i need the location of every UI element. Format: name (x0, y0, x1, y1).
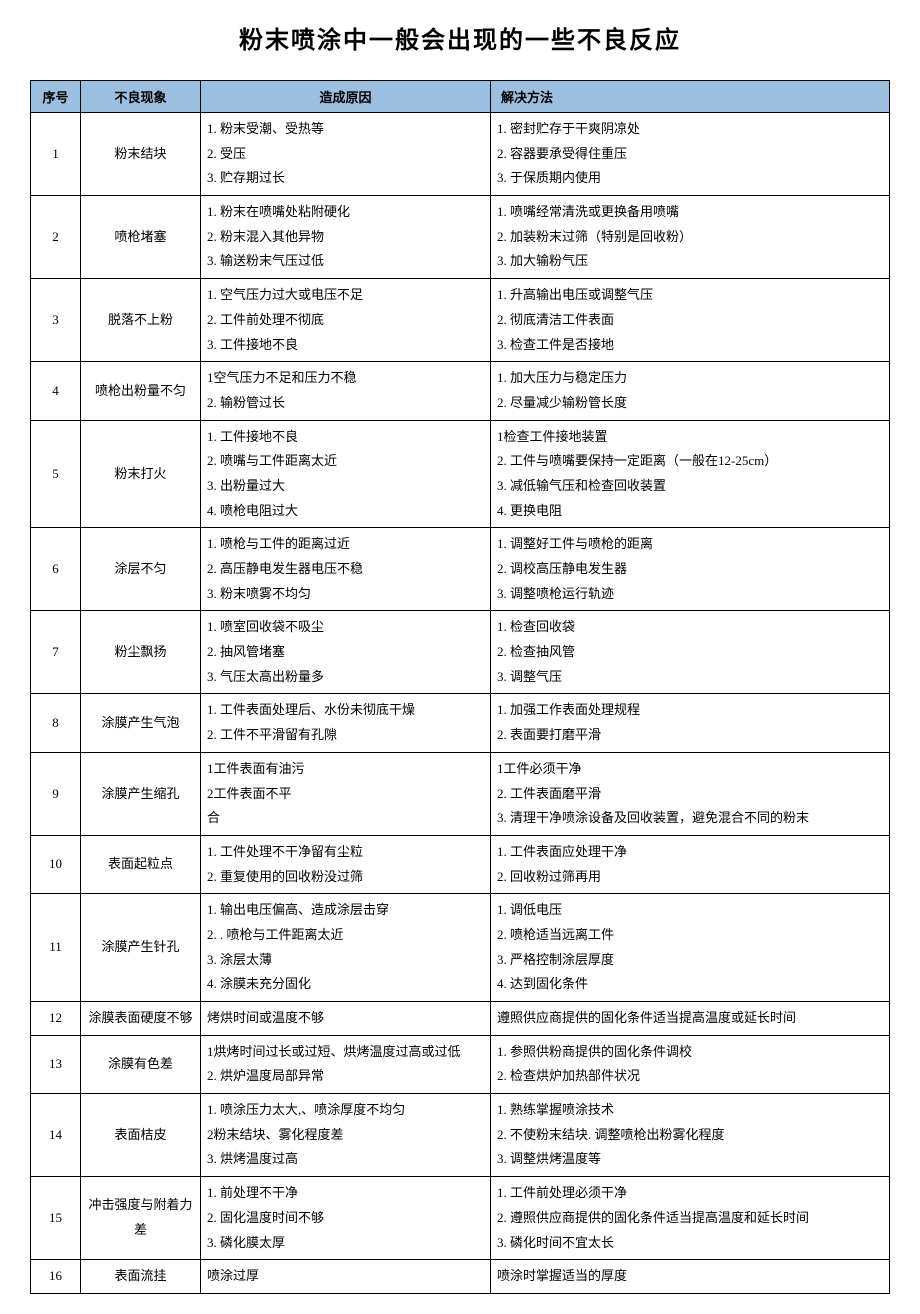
cell-cause: 1. 工件接地不良2. 喷嘴与工件距离太近3. 出粉量过大4. 喷枪电阻过大 (201, 420, 491, 528)
cell-solution: 1. 升高输出电压或调整气压2. 彻底清洁工件表面3. 检查工件是否接地 (491, 279, 890, 362)
cell-seq: 12 (31, 1002, 81, 1036)
cell-phenomenon: 涂膜有色差 (81, 1035, 201, 1093)
cell-solution: 1. 熟练掌握喷涂技术2. 不使粉末结块. 调整喷枪出粉雾化程度3. 调整烘烤温… (491, 1094, 890, 1177)
table-row: 5粉末打火1. 工件接地不良2. 喷嘴与工件距离太近3. 出粉量过大4. 喷枪电… (31, 420, 890, 528)
cell-seq: 9 (31, 752, 81, 835)
cell-seq: 13 (31, 1035, 81, 1093)
cell-phenomenon: 脱落不上粉 (81, 279, 201, 362)
cell-seq: 8 (31, 694, 81, 752)
cell-cause: 1. 空气压力过大或电压不足2. 工件前处理不彻底3. 工件接地不良 (201, 279, 491, 362)
table-row: 10表面起粒点1. 工件处理不干净留有尘粒2. 重复使用的回收粉没过筛1. 工件… (31, 835, 890, 893)
cell-cause: 烤烘时间或温度不够 (201, 1002, 491, 1036)
cell-solution: 1检查工件接地装置2. 工件与喷嘴要保持一定距离（一般在12-25cm）3. 减… (491, 420, 890, 528)
cell-seq: 6 (31, 528, 81, 611)
cell-seq: 4 (31, 362, 81, 420)
cell-seq: 15 (31, 1177, 81, 1260)
cell-phenomenon: 表面桔皮 (81, 1094, 201, 1177)
cell-seq: 10 (31, 835, 81, 893)
cell-solution: 1. 工件表面应处理干净2. 回收粉过筛再用 (491, 835, 890, 893)
defects-table: 序号 不良现象 造成原因 解决方法 1粉末结块1. 粉末受潮、受热等2. 受压3… (30, 80, 890, 1294)
table-row: 15冲击强度与附着力差1. 前处理不干净2. 固化温度时间不够3. 磷化膜太厚1… (31, 1177, 890, 1260)
cell-seq: 3 (31, 279, 81, 362)
cell-solution: 1. 参照供粉商提供的固化条件调校2. 检查烘炉加热部件状况 (491, 1035, 890, 1093)
cell-solution: 1. 检查回收袋2. 检查抽风管3. 调整气压 (491, 611, 890, 694)
page-title: 粉末喷涂中一般会出现的一些不良反应 (30, 20, 890, 55)
cell-phenomenon: 涂膜产生缩孔 (81, 752, 201, 835)
cell-cause: 1. 前处理不干净2. 固化温度时间不够3. 磷化膜太厚 (201, 1177, 491, 1260)
cell-solution: 遵照供应商提供的固化条件适当提高温度或延长时间 (491, 1002, 890, 1036)
cell-phenomenon: 喷枪堵塞 (81, 196, 201, 279)
cell-seq: 14 (31, 1094, 81, 1177)
cell-seq: 5 (31, 420, 81, 528)
cell-phenomenon: 涂层不匀 (81, 528, 201, 611)
cell-cause: 喷涂过厚 (201, 1260, 491, 1294)
table-row: 14表面桔皮1. 喷涂压力太大,、喷涂厚度不均匀2粉末结块、雾化程度差3. 烘烤… (31, 1094, 890, 1177)
cell-cause: 1. 粉末受潮、受热等2. 受压3. 贮存期过长 (201, 113, 491, 196)
cell-phenomenon: 涂膜产生气泡 (81, 694, 201, 752)
cell-solution: 1. 加大压力与稳定压力2. 尽量减少输粉管长度 (491, 362, 890, 420)
table-row: 8涂膜产生气泡1. 工件表面处理后、水份未彻底干燥2. 工件不平滑留有孔隙1. … (31, 694, 890, 752)
cell-cause: 1. 工件表面处理后、水份未彻底干燥2. 工件不平滑留有孔隙 (201, 694, 491, 752)
cell-cause: 1. 输出电压偏高、造成涂层击穿2. . 喷枪与工件距离太近3. 涂层太薄4. … (201, 894, 491, 1002)
cell-solution: 1工件必须干净2. 工件表面磨平滑3. 清理干净喷涂设备及回收装置，避免混合不同… (491, 752, 890, 835)
cell-solution: 1. 密封贮存于干爽阴凉处2. 容器要承受得住重压3. 于保质期内使用 (491, 113, 890, 196)
cell-cause: 1烘烤时间过长或过短、烘烤温度过高或过低2. 烘炉温度局部异常 (201, 1035, 491, 1093)
table-row: 4喷枪出粉量不匀1空气压力不足和压力不稳2. 输粉管过长1. 加大压力与稳定压力… (31, 362, 890, 420)
header-phenomenon: 不良现象 (81, 81, 201, 113)
table-header-row: 序号 不良现象 造成原因 解决方法 (31, 81, 890, 113)
cell-phenomenon: 涂膜表面硬度不够 (81, 1002, 201, 1036)
cell-cause: 1工件表面有油污2工件表面不平合 (201, 752, 491, 835)
cell-phenomenon: 粉尘飘扬 (81, 611, 201, 694)
header-cause: 造成原因 (201, 81, 491, 113)
table-row: 13涂膜有色差1烘烤时间过长或过短、烘烤温度过高或过低2. 烘炉温度局部异常1.… (31, 1035, 890, 1093)
cell-cause: 1. 喷枪与工件的距离过近2. 高压静电发生器电压不稳3. 粉末喷雾不均匀 (201, 528, 491, 611)
table-row: 6涂层不匀1. 喷枪与工件的距离过近2. 高压静电发生器电压不稳3. 粉末喷雾不… (31, 528, 890, 611)
table-row: 1粉末结块1. 粉末受潮、受热等2. 受压3. 贮存期过长1. 密封贮存于干爽阴… (31, 113, 890, 196)
cell-phenomenon: 粉末结块 (81, 113, 201, 196)
cell-cause: 1. 粉末在喷嘴处粘附硬化2. 粉末混入其他异物3. 输送粉末气压过低 (201, 196, 491, 279)
cell-cause: 1. 工件处理不干净留有尘粒2. 重复使用的回收粉没过筛 (201, 835, 491, 893)
cell-phenomenon: 表面流挂 (81, 1260, 201, 1294)
cell-seq: 7 (31, 611, 81, 694)
table-row: 3脱落不上粉1. 空气压力过大或电压不足2. 工件前处理不彻底3. 工件接地不良… (31, 279, 890, 362)
header-seq: 序号 (31, 81, 81, 113)
cell-phenomenon: 涂膜产生针孔 (81, 894, 201, 1002)
cell-phenomenon: 冲击强度与附着力差 (81, 1177, 201, 1260)
cell-solution: 喷涂时掌握适当的厚度 (491, 1260, 890, 1294)
cell-cause: 1. 喷涂压力太大,、喷涂厚度不均匀2粉末结块、雾化程度差3. 烘烤温度过高 (201, 1094, 491, 1177)
cell-phenomenon: 喷枪出粉量不匀 (81, 362, 201, 420)
cell-seq: 1 (31, 113, 81, 196)
table-row: 16表面流挂喷涂过厚喷涂时掌握适当的厚度 (31, 1260, 890, 1294)
table-row: 2喷枪堵塞1. 粉末在喷嘴处粘附硬化2. 粉末混入其他异物3. 输送粉末气压过低… (31, 196, 890, 279)
cell-solution: 1. 喷嘴经常清洗或更换备用喷嘴2. 加装粉末过筛（特别是回收粉）3. 加大输粉… (491, 196, 890, 279)
cell-solution: 1. 加强工作表面处理规程2. 表面要打磨平滑 (491, 694, 890, 752)
cell-seq: 11 (31, 894, 81, 1002)
cell-phenomenon: 粉末打火 (81, 420, 201, 528)
table-row: 9涂膜产生缩孔1工件表面有油污2工件表面不平合1工件必须干净2. 工件表面磨平滑… (31, 752, 890, 835)
cell-phenomenon: 表面起粒点 (81, 835, 201, 893)
cell-seq: 16 (31, 1260, 81, 1294)
table-row: 12涂膜表面硬度不够烤烘时间或温度不够遵照供应商提供的固化条件适当提高温度或延长… (31, 1002, 890, 1036)
cell-solution: 1. 工件前处理必须干净2. 遵照供应商提供的固化条件适当提高温度和延长时间3.… (491, 1177, 890, 1260)
cell-solution: 1. 调整好工件与喷枪的距离2. 调校高压静电发生器3. 调整喷枪运行轨迹 (491, 528, 890, 611)
table-row: 11涂膜产生针孔1. 输出电压偏高、造成涂层击穿2. . 喷枪与工件距离太近3.… (31, 894, 890, 1002)
cell-solution: 1. 调低电压2. 喷枪适当远离工件3. 严格控制涂层厚度4. 达到固化条件 (491, 894, 890, 1002)
header-solution: 解决方法 (491, 81, 890, 113)
table-row: 7粉尘飘扬1. 喷室回收袋不吸尘2. 抽风管堵塞3. 气压太高出粉量多1. 检查… (31, 611, 890, 694)
cell-cause: 1空气压力不足和压力不稳2. 输粉管过长 (201, 362, 491, 420)
cell-cause: 1. 喷室回收袋不吸尘2. 抽风管堵塞3. 气压太高出粉量多 (201, 611, 491, 694)
cell-seq: 2 (31, 196, 81, 279)
